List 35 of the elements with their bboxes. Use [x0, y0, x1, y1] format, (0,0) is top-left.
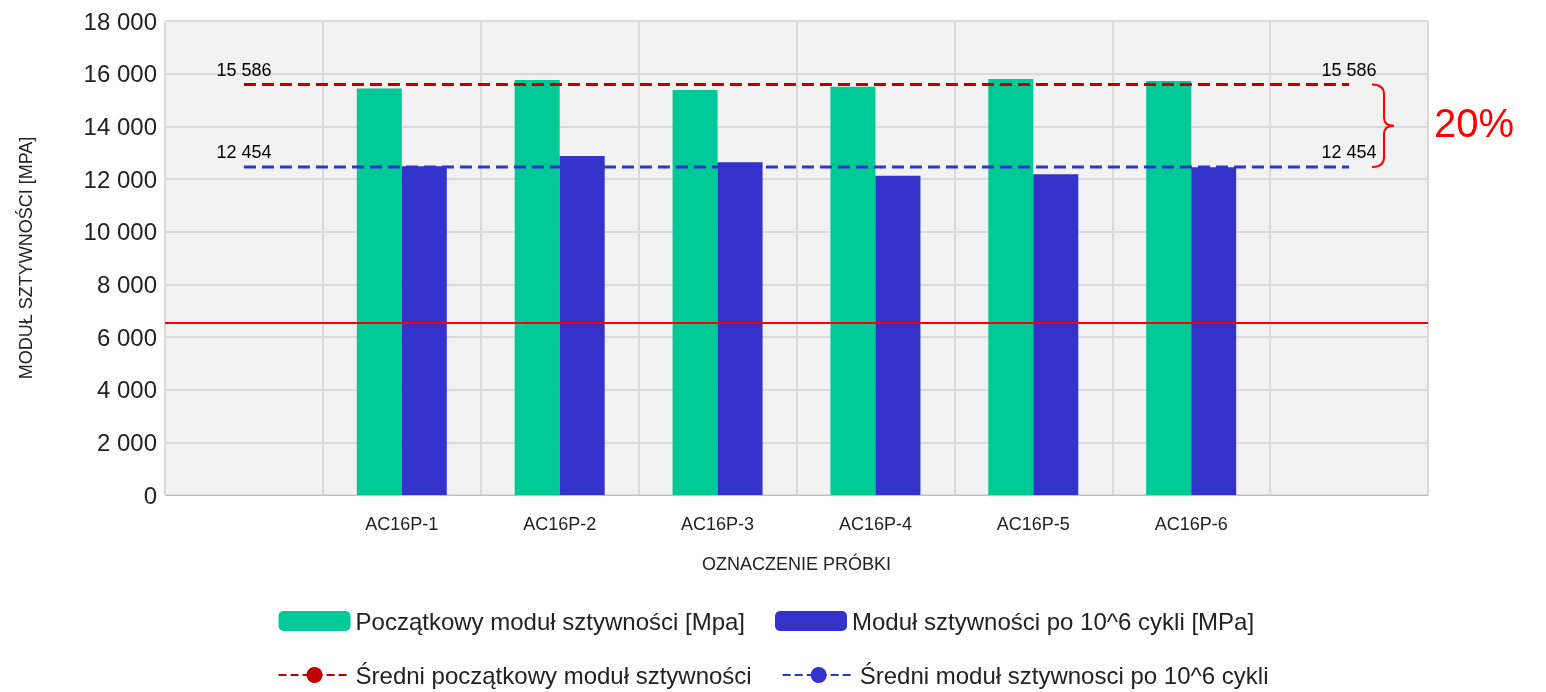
x-tick-label: AC16P-4 — [838, 514, 912, 534]
bar — [988, 78, 1034, 495]
x-tick-label: AC16P-2 — [523, 514, 597, 534]
data-label: 12 454 — [1321, 142, 1377, 163]
y-tick-label: 10 000 — [83, 218, 157, 246]
text: 20% — [1434, 100, 1515, 146]
y-tick-label: 4 000 — [96, 376, 157, 404]
bar — [356, 88, 402, 495]
y-tick-label: 6 000 — [96, 323, 157, 351]
y-axis-title: MODUŁ SZTYWNOŚCI [MPA] — [15, 136, 36, 380]
x-tick-label: AC16P-6 — [1154, 514, 1228, 534]
y-tick-label: 0 — [143, 481, 157, 509]
bar — [1146, 81, 1192, 495]
x-tick-label: AC16P-5 — [996, 514, 1070, 534]
legend-label: Średni początkowy moduł sztywności — [355, 661, 752, 689]
y-tick-label: 8 000 — [96, 270, 157, 298]
y-tick-label: 18 000 — [83, 7, 157, 35]
bar — [1033, 174, 1079, 495]
bar — [514, 79, 560, 495]
bar — [875, 175, 921, 495]
data-label: 15 586 — [216, 59, 272, 80]
y-tick-label: 14 000 — [83, 112, 157, 140]
bar — [830, 86, 876, 495]
x-tick-label: AC16P-3 — [681, 514, 755, 534]
x-axis-title: OZNACZENIE PRÓBKI — [701, 553, 892, 574]
x-tick-label: AC16P-1 — [365, 514, 439, 534]
bar — [672, 89, 718, 495]
y-tick-label: 2 000 — [96, 428, 157, 456]
legend-label: Początkowy moduł sztywności [Mpa] — [355, 607, 746, 635]
data-label: 15 586 — [1321, 59, 1377, 80]
data-label: 12 454 — [216, 142, 272, 163]
legend-label: Moduł sztywności po 10^6 cykli [MPa] — [852, 607, 1255, 635]
legend-label: Średni moduł sztywnosci po 10^6 cykli — [859, 661, 1269, 689]
y-tick-label: 16 000 — [83, 60, 157, 88]
y-tick-label: 12 000 — [83, 165, 157, 193]
